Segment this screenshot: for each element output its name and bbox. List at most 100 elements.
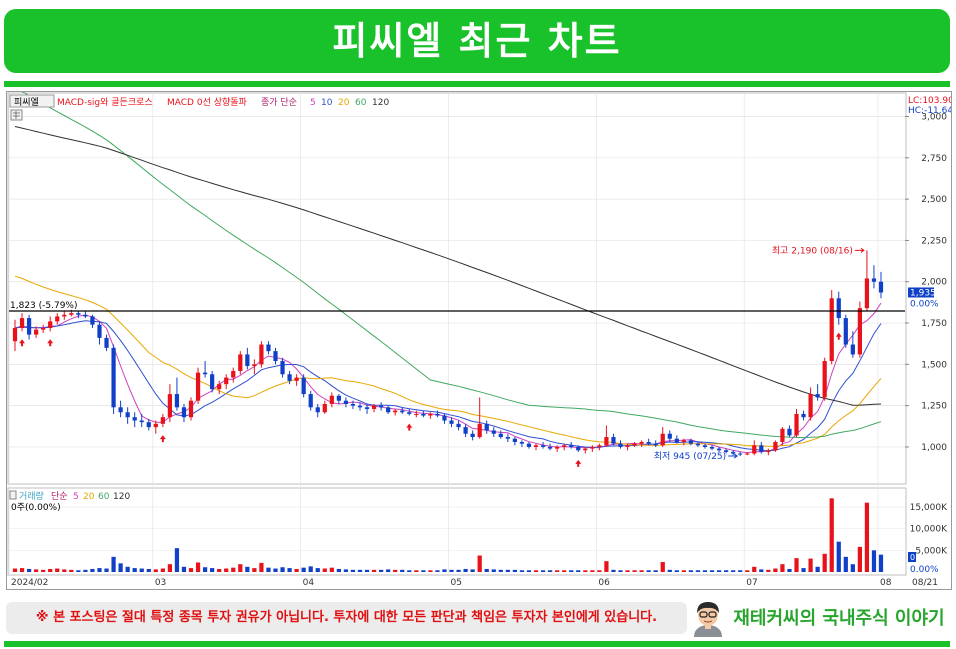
volume-bar bbox=[871, 550, 877, 572]
stock-chart[interactable]: 3,000 2,750 2,500 2,250 2,000 1,750 1,500 1,250… bbox=[6, 91, 952, 590]
candle-body bbox=[822, 361, 827, 398]
volume-legend-ma5: 5 bbox=[73, 492, 79, 502]
candle-body bbox=[512, 438, 517, 442]
price-tick-label: 2,500 bbox=[921, 195, 947, 205]
candle-body bbox=[611, 437, 616, 444]
x-tick-label: 08 bbox=[880, 578, 892, 588]
volume-bar bbox=[583, 570, 588, 572]
current-price-tag: 1,935 0.00% bbox=[908, 287, 939, 309]
volume-bar bbox=[217, 568, 222, 572]
price-tick-label: 1,250 bbox=[921, 402, 947, 412]
legend-ma20: 20 bbox=[338, 98, 350, 108]
volume-bar bbox=[491, 569, 496, 572]
ma10-line bbox=[14, 320, 882, 452]
volume-tick-label: 10,000K bbox=[910, 525, 948, 535]
signal-arrow bbox=[406, 423, 413, 431]
candle-body bbox=[153, 423, 158, 428]
candle-body bbox=[731, 451, 736, 454]
volume-bar bbox=[224, 568, 229, 572]
lc-label: LC:103.90 bbox=[908, 96, 951, 106]
candle-body bbox=[470, 433, 475, 438]
candle-body bbox=[181, 407, 187, 418]
candle-body bbox=[667, 433, 672, 439]
stock-name: 피씨엘 bbox=[14, 97, 39, 108]
candle-body bbox=[160, 417, 165, 424]
candle-body bbox=[829, 298, 834, 362]
volume-bar bbox=[766, 569, 771, 572]
volume-bar bbox=[688, 570, 694, 572]
candle-body bbox=[646, 442, 651, 444]
volume-bar bbox=[759, 569, 764, 572]
candle-body bbox=[400, 410, 405, 413]
candle-body bbox=[329, 395, 334, 404]
grid-toggle-icon[interactable] bbox=[10, 109, 23, 121]
candle-body bbox=[301, 377, 306, 395]
volume-bar bbox=[400, 569, 405, 572]
volume-panel bbox=[7, 487, 907, 576]
legend-ma10: 10 bbox=[321, 98, 333, 108]
volume-bar bbox=[308, 566, 313, 572]
volume-bar bbox=[773, 568, 778, 572]
candle-body bbox=[547, 446, 553, 449]
candle-body bbox=[555, 446, 560, 449]
bottom-divider bbox=[4, 641, 950, 647]
volume-bar bbox=[731, 570, 736, 572]
hc-label: HC:-11.64 bbox=[908, 106, 951, 116]
moving-averages bbox=[14, 92, 882, 454]
candle-body bbox=[350, 404, 356, 406]
ma5-line bbox=[14, 302, 882, 454]
volume-bar bbox=[139, 568, 144, 572]
volume-bar bbox=[505, 569, 510, 572]
signal-arrow bbox=[47, 339, 54, 347]
volume-bar bbox=[681, 570, 686, 572]
candle-body bbox=[259, 344, 264, 365]
ma20-line bbox=[14, 275, 882, 447]
volume-bar bbox=[639, 570, 644, 572]
volume-bar bbox=[709, 570, 715, 572]
volume-bar bbox=[653, 570, 658, 572]
volume-bar bbox=[829, 498, 834, 572]
volume-bar bbox=[442, 569, 447, 572]
candle-body bbox=[83, 314, 88, 317]
candle-body bbox=[477, 423, 482, 438]
candle-body bbox=[801, 413, 806, 418]
volume-legend-label: 거래량 bbox=[19, 490, 44, 502]
volume-bar bbox=[287, 568, 292, 572]
stock-name-box[interactable] bbox=[9, 94, 55, 108]
candle-body bbox=[97, 324, 102, 338]
candle-body bbox=[386, 407, 391, 413]
candle-body bbox=[780, 428, 785, 442]
volume-bar bbox=[604, 561, 609, 572]
price-axis-ticks: 3,000 2,750 2,500 2,250 2,000 1,750 1,500 1,250… bbox=[905, 113, 947, 453]
volume-bar bbox=[76, 570, 81, 572]
volume-bar bbox=[132, 568, 137, 572]
candle-body bbox=[12, 328, 18, 342]
volume-axis-ticks: 15,000K 10,000K 5,000K bbox=[910, 503, 948, 556]
candle-body bbox=[491, 430, 496, 434]
candle-body bbox=[90, 316, 95, 325]
volume-bar bbox=[280, 567, 285, 572]
candle-body bbox=[878, 281, 884, 293]
volume-bar bbox=[576, 570, 581, 572]
volume-bar bbox=[315, 568, 320, 572]
candle-body bbox=[695, 443, 701, 446]
price-tick-label: 1,750 bbox=[921, 319, 947, 329]
ma120-line bbox=[14, 126, 882, 406]
volume-bar bbox=[836, 541, 841, 572]
volume-bar bbox=[597, 570, 602, 572]
legend-indicator1: MACD-sig와 골든크로스 bbox=[57, 96, 153, 108]
candle-body bbox=[674, 438, 679, 442]
candle-body bbox=[55, 316, 60, 322]
candle-body bbox=[76, 313, 81, 315]
volume-bars bbox=[12, 498, 884, 572]
candle-body bbox=[146, 422, 151, 428]
candle-body bbox=[583, 448, 588, 451]
volume-bar bbox=[195, 562, 201, 572]
volume-tick-label: 15,000K bbox=[910, 503, 948, 513]
candle-body bbox=[456, 423, 461, 428]
volume-bar bbox=[48, 568, 53, 572]
candle-body bbox=[111, 347, 116, 408]
volume-bar bbox=[153, 569, 158, 572]
avatar-icon bbox=[694, 602, 722, 637]
candle-body bbox=[562, 445, 567, 447]
